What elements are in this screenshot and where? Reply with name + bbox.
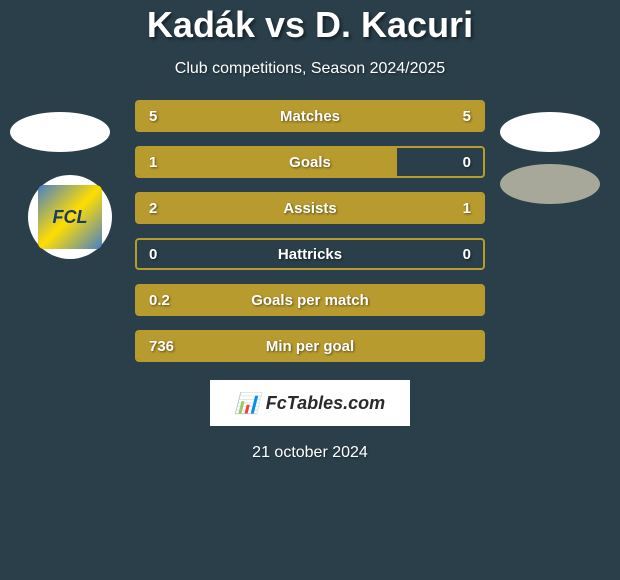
brand-logo: 📊 FcTables.com <box>210 380 410 426</box>
bar-fill-left <box>137 148 397 176</box>
stat-value-right: 0 <box>463 154 471 171</box>
stat-label: Hattricks <box>278 246 342 263</box>
main-container: Kadák vs D. Kacuri Club competitions, Se… <box>0 0 620 580</box>
stat-value-left: 0.2 <box>149 292 170 309</box>
bar-fill-right <box>338 194 483 222</box>
stat-label: Assists <box>283 200 336 217</box>
stat-value-left: 5 <box>149 108 157 125</box>
stat-bar: 1 0 Goals <box>135 146 485 178</box>
page-title: Kadák vs D. Kacuri <box>147 4 473 46</box>
brand-text: FcTables.com <box>266 393 385 414</box>
player-right-club-placeholder <box>500 164 600 204</box>
stat-bar: 736 Min per goal <box>135 330 485 362</box>
club-logo-text: FCL <box>38 185 102 249</box>
stat-value-right: 0 <box>463 246 471 263</box>
chart-area: FCL 5 5 Matches 1 0 Goals 2 1 Assists 0 0 Hattricks… <box>0 100 620 462</box>
stat-value-left: 0 <box>149 246 157 263</box>
player-right-avatar-placeholder <box>500 112 600 152</box>
stat-value-right: 5 <box>463 108 471 125</box>
stat-value-left: 736 <box>149 338 174 355</box>
stats-bars-container: 5 5 Matches 1 0 Goals 2 1 Assists 0 0 Hattricks 0.2 G… <box>135 100 485 362</box>
stat-value-right: 1 <box>463 200 471 217</box>
stat-bar: 5 5 Matches <box>135 100 485 132</box>
chart-icon: 📊 <box>235 391 260 416</box>
stat-label: Goals per match <box>251 292 369 309</box>
stat-label: Goals <box>289 154 331 171</box>
club-logo-left: FCL <box>28 175 112 259</box>
stat-label: Min per goal <box>266 338 354 355</box>
stat-value-left: 1 <box>149 154 157 171</box>
date-label: 21 october 2024 <box>0 444 620 462</box>
stat-label: Matches <box>280 108 340 125</box>
subtitle: Club competitions, Season 2024/2025 <box>175 60 445 78</box>
stat-bar: 0.2 Goals per match <box>135 284 485 316</box>
player-left-avatar-placeholder <box>10 112 110 152</box>
stat-bar: 2 1 Assists <box>135 192 485 224</box>
stat-bar: 0 0 Hattricks <box>135 238 485 270</box>
stat-value-left: 2 <box>149 200 157 217</box>
